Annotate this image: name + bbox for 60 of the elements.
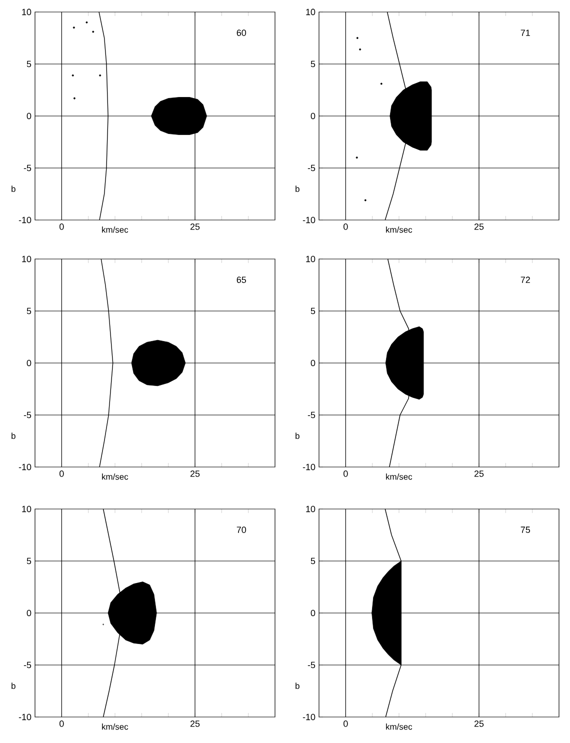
y-tick-label: 10 xyxy=(306,506,316,512)
y-tick-label: 5 xyxy=(310,558,316,564)
y-tick-label: -5 xyxy=(24,412,32,418)
y-tick-label: 0 xyxy=(26,360,32,366)
y-tick-label: 5 xyxy=(310,308,316,314)
x-tick-label: 25 xyxy=(190,470,200,477)
y-tick-label: 10 xyxy=(306,8,316,16)
x-tick-label: 0 xyxy=(344,720,348,727)
x-tick-label: 25 xyxy=(474,224,484,230)
annotation: 65 xyxy=(236,276,246,283)
y-tick-label: -10 xyxy=(302,714,316,720)
y-tick-label: -5 xyxy=(308,412,316,418)
x-tick-label: 25 xyxy=(190,224,200,230)
y-tick-label: -10 xyxy=(302,216,316,224)
annotation: 60 xyxy=(236,30,246,36)
x-tick-label: 0 xyxy=(60,224,64,230)
y-tick-label: 5 xyxy=(26,308,32,314)
y-tick-label: 10 xyxy=(306,256,316,262)
y-tick-label: 5 xyxy=(310,60,316,68)
y-tick-label: -10 xyxy=(18,464,32,470)
y-tick-label: 10 xyxy=(22,8,32,16)
x-tick-label: 25 xyxy=(474,720,484,727)
y-tick-label: -10 xyxy=(18,216,32,224)
y-tick-label: -5 xyxy=(24,164,32,172)
y-tick-label: 10 xyxy=(22,506,32,512)
y-axis-title: b xyxy=(12,186,16,192)
x-axis-title: km/sec xyxy=(102,226,128,233)
x-axis-title: km/sec xyxy=(102,724,128,730)
annotation: 72 xyxy=(520,276,530,283)
x-tick-label: 25 xyxy=(190,720,200,727)
y-tick-label: 10 xyxy=(22,256,32,262)
y-axis-title: b xyxy=(12,682,16,689)
y-tick-label: 0 xyxy=(310,112,316,120)
x-tick-label: 0 xyxy=(344,470,348,477)
y-tick-label: 5 xyxy=(26,558,32,564)
y-tick-label: -10 xyxy=(18,714,32,720)
annotation: 70 xyxy=(236,526,246,533)
y-tick-label: 0 xyxy=(310,360,316,366)
y-tick-label: -5 xyxy=(308,662,316,668)
y-tick-label: 5 xyxy=(26,60,32,68)
y-tick-label: -5 xyxy=(308,164,316,172)
y-axis-title: b xyxy=(296,682,300,689)
x-tick-label: 25 xyxy=(474,470,484,477)
y-axis-title: b xyxy=(12,432,16,439)
y-axis-title: b xyxy=(296,432,300,439)
annotation: 71 xyxy=(520,30,530,36)
y-tick-label: -10 xyxy=(302,464,316,470)
y-tick-label: 0 xyxy=(26,610,32,616)
x-tick-label: 0 xyxy=(60,720,64,727)
x-axis-title: km/sec xyxy=(386,226,412,233)
x-axis-title: km/sec xyxy=(102,474,128,480)
annotation: 75 xyxy=(520,526,530,533)
x-axis-title: km/sec xyxy=(386,724,412,730)
x-tick-label: 0 xyxy=(60,470,64,477)
y-axis-title: b xyxy=(296,186,300,192)
x-tick-label: 0 xyxy=(344,224,348,230)
y-tick-label: 0 xyxy=(310,610,316,616)
y-tick-label: -5 xyxy=(24,662,32,668)
x-axis-title: km/sec xyxy=(386,474,412,480)
y-tick-label: 0 xyxy=(26,112,32,120)
